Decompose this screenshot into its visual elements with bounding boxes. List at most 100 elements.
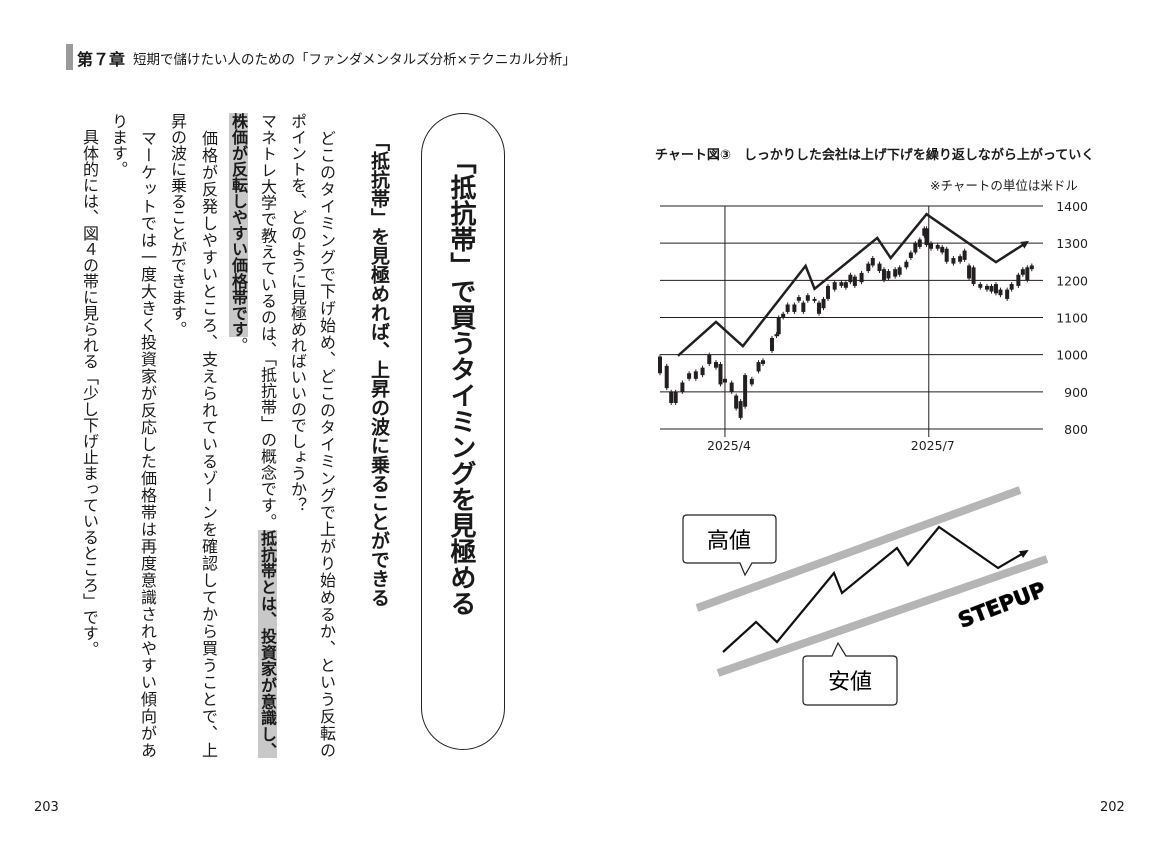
body-column: 価格が反発しやすいところ、支えられているゾーンを確認してから買うことで、上 (195, 113, 219, 758)
candle (993, 284, 998, 294)
candle (935, 245, 940, 249)
chapter-marker-bar (66, 44, 73, 70)
candle (881, 269, 886, 281)
label-low: 安値 (828, 670, 872, 695)
body-column: ポイントを、どのように見極めればいいのでしょうか？ (284, 113, 308, 758)
candle (761, 360, 766, 364)
candle (700, 367, 705, 376)
candle (680, 382, 685, 392)
chapter-title: 短期で儲けたい人のための「ファンダメンタルズ分析×テクニカル分析」 (133, 52, 576, 68)
trend-line (677, 212, 1030, 357)
candle (951, 258, 956, 264)
candle (693, 371, 698, 379)
callout-low (802, 641, 898, 706)
candle (962, 250, 967, 260)
body-text: 具体的には、図４の帯に見られる「少し下げ止まっているところ」です。 (80, 113, 99, 657)
candle (917, 239, 922, 247)
x-tick-label: 2025/4 (707, 438, 751, 453)
candle (713, 362, 718, 368)
body-text: マーケットでは一度大きく投資家が反応した価格帯は再度意識されやすい傾向があ (138, 113, 157, 758)
y-tick-label: 900 (1064, 385, 1088, 400)
y-tick-label: 800 (1064, 422, 1088, 437)
candle (801, 302, 806, 312)
candle (877, 263, 882, 272)
candle (796, 297, 801, 301)
y-tick-label: 1000 (1056, 348, 1088, 363)
candle (967, 265, 972, 279)
candle (971, 267, 976, 285)
candle (664, 365, 669, 389)
candle (785, 304, 790, 312)
body-text: どこのタイミングで下げ始め、どこのタイミングで上がり始めるか、という反転の (317, 113, 336, 758)
candle (985, 285, 990, 290)
candle (859, 272, 864, 283)
x-tick-label: 2025/7 (911, 438, 955, 453)
body-column: 株価が反転しやすい価格帯です。 (225, 113, 249, 758)
candle (848, 274, 853, 283)
candle (886, 271, 891, 279)
candle (922, 228, 927, 236)
candle (774, 334, 779, 337)
candle (749, 378, 754, 385)
candle (839, 282, 844, 286)
candle (904, 261, 909, 268)
highlight-text: 株価が反転しやすい価格帯です (229, 113, 248, 337)
candle (669, 391, 674, 403)
candle (812, 298, 817, 301)
chart-unit-note: ※チャートの単位は米ドル (930, 178, 1078, 193)
candle (852, 276, 857, 286)
candle (1029, 265, 1034, 270)
candle (738, 401, 743, 418)
y-tick-label: 1400 (1056, 199, 1088, 214)
body-text: ポイントを、どのように見極めればいいのでしょうか？ (288, 113, 307, 513)
candle (658, 356, 662, 374)
label-high: 高値 (707, 529, 751, 554)
body-text: 昇の波に乗ることができます。 (168, 113, 187, 337)
candle (1005, 289, 1010, 299)
callout-high (682, 514, 777, 577)
body-text: 価格が反発しやすいところ、支えられているゾーンを確認してから買うことで、上 (199, 113, 218, 758)
body-column: どこのタイミングで下げ始め、どこのタイミングで上がり始めるか、という反転の (313, 113, 337, 758)
candle (1009, 284, 1014, 290)
candle (718, 363, 723, 385)
candle (805, 295, 810, 301)
section-subheading: 「抵抗帯」を見極めれば、上昇の波に乗ることができる (368, 132, 390, 607)
y-tick-label: 1300 (1056, 236, 1088, 251)
body-column: マーケットでは一度大きく投資家が反応した価格帯は再度意識されやすい傾向があ (134, 113, 158, 758)
candle (821, 298, 826, 309)
section-title: 「抵抗帯」で買うタイミングを見極める (446, 148, 476, 616)
body-text: マネトレ大学で教えているのは、「抵抗帯」の概念です。 (258, 113, 277, 530)
candle (843, 282, 848, 288)
candle (893, 269, 898, 277)
candle (769, 337, 774, 351)
candle (707, 354, 712, 364)
candle (913, 243, 918, 253)
candle (929, 243, 934, 249)
candle (792, 304, 797, 312)
candle (940, 246, 945, 253)
y-tick-label: 1200 (1056, 273, 1088, 288)
candle (673, 391, 678, 403)
candle (1025, 267, 1030, 281)
body-column: 昇の波に乗ることができます。 (164, 113, 188, 758)
candle (825, 285, 830, 299)
candle (866, 263, 871, 272)
candle (897, 267, 902, 275)
candle (1016, 274, 1021, 286)
highlight-text: 抵抗帯とは、投資家が意識し、 (258, 529, 277, 759)
page-number-left: 203 (34, 800, 59, 815)
stepup-diagram: 高値 安値 STEPUP (682, 486, 1049, 706)
body-column: マネトレ大学で教えているのは、「抵抗帯」の概念です。抵抗帯とは、投資家が意識し、 (254, 113, 278, 759)
candle (743, 375, 748, 407)
chapter-number: 第７章 (77, 50, 126, 69)
body-column: ります。 (105, 113, 129, 758)
candle (817, 302, 822, 314)
candle (756, 362, 761, 372)
candle (944, 248, 949, 262)
chart-title: チャート図③ しっかりした会社は上げ下げを繰り返しながら上がっていく (655, 148, 1095, 163)
candle (776, 317, 781, 335)
candle (870, 258, 875, 266)
support-band (716, 555, 1049, 677)
candle (998, 289, 1003, 296)
candle (989, 285, 994, 292)
